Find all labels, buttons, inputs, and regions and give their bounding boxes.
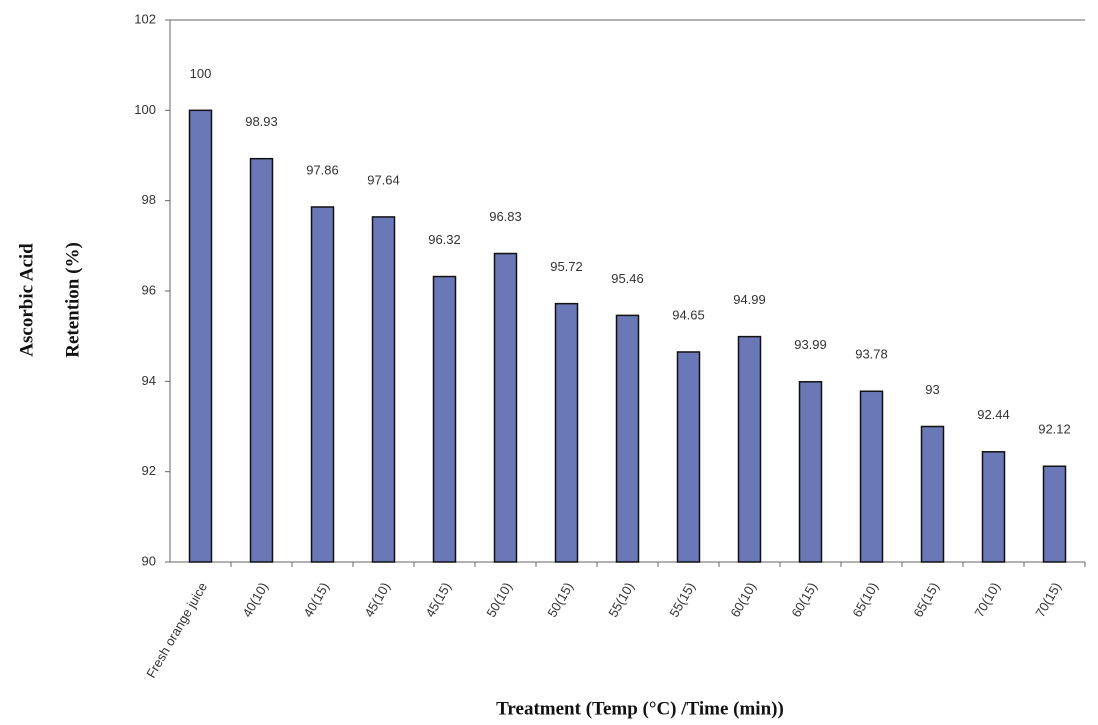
y-tick-label: 96: [142, 282, 156, 297]
data-label: 93.78: [855, 347, 888, 362]
x-tick-label: 60(15): [788, 580, 820, 620]
x-tick-label: 70(10): [971, 580, 1003, 620]
bar: [554, 302, 579, 563]
data-label: 96.83: [489, 209, 522, 224]
x-tick-label: 55(10): [605, 580, 637, 620]
y-tick-label: 92: [142, 463, 156, 478]
x-tick-label: 65(10): [849, 580, 881, 620]
x-tick-label: 45(15): [422, 580, 454, 620]
bar: [981, 451, 1006, 563]
bar: [432, 275, 457, 563]
data-label: 96.32: [428, 232, 461, 247]
data-label: 95.46: [611, 271, 644, 286]
data-label: 100: [190, 66, 212, 81]
x-tick-label: 55(15): [666, 580, 698, 620]
y-tick-label: 102: [134, 11, 156, 26]
bar: [859, 390, 884, 563]
data-label: 98.93: [245, 114, 278, 129]
x-tick-label: 45(10): [361, 580, 393, 620]
bar: [493, 252, 518, 563]
x-tick-label: 65(15): [910, 580, 942, 620]
x-tick-label: 60(10): [727, 580, 759, 620]
x-tick-label: 50(10): [483, 580, 515, 620]
x-axis-label: Treatment (Temp (°C) /Time (min)): [496, 698, 784, 719]
y-tick-label: 94: [142, 373, 156, 388]
bar: [310, 206, 335, 563]
bar: [371, 216, 396, 563]
bar: [615, 314, 640, 563]
x-tick-label: 50(15): [544, 580, 576, 620]
bar: [737, 335, 762, 563]
data-label: 94.65: [672, 307, 705, 322]
bar: [798, 381, 823, 563]
x-tick-label: 40(10): [239, 580, 271, 620]
y-tick-label: 90: [142, 553, 156, 568]
data-label: 93.99: [794, 337, 827, 352]
x-tick-label: 40(15): [300, 580, 332, 620]
bar: [1042, 465, 1067, 563]
x-tick-label: 70(15): [1032, 580, 1064, 620]
bar: [920, 425, 945, 563]
y-tick-label: 98: [142, 192, 156, 207]
data-label: 95.72: [550, 259, 583, 274]
data-label: 92.44: [977, 407, 1010, 422]
data-label: 94.99: [733, 292, 766, 307]
data-label: 93: [925, 382, 939, 397]
y-axis-label: Ascorbic Acid: [16, 243, 37, 357]
data-label: 97.86: [306, 162, 339, 177]
y-tick-label: 100: [134, 102, 156, 117]
bar: [676, 351, 701, 563]
data-label: 92.12: [1038, 422, 1071, 437]
y-axis-label: Retention (%): [62, 242, 83, 358]
data-label: 97.64: [367, 172, 400, 187]
bar: [249, 157, 274, 563]
bar: [188, 109, 213, 563]
x-tick-label: Fresh orange juice: [143, 580, 210, 681]
